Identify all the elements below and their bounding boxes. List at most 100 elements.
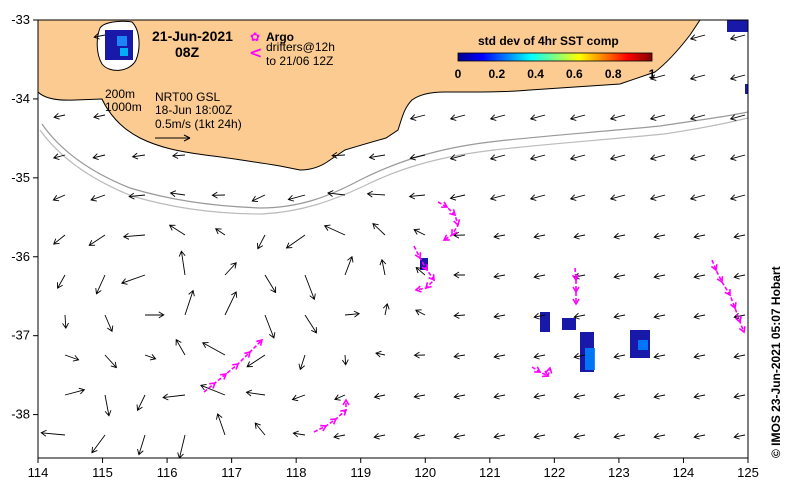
current-vector (201, 342, 226, 356)
y-tick-label: -33 (11, 12, 30, 27)
current-vector (413, 432, 426, 440)
drifter-marker (729, 302, 737, 310)
current-vector (689, 154, 706, 161)
current-vector (533, 312, 546, 320)
current-vector (489, 194, 506, 201)
current-vector (93, 112, 106, 120)
drifter-marker (734, 316, 742, 324)
x-tick-label: 118 (286, 465, 307, 480)
current-vector (216, 413, 226, 436)
current-vector (449, 114, 466, 121)
current-vector (609, 154, 626, 161)
current-vector (64, 387, 86, 396)
x-tick-label: 124 (673, 465, 695, 480)
current-vector (689, 74, 706, 81)
current-vector (533, 272, 546, 280)
current-vector (613, 392, 626, 400)
current-vector (613, 272, 626, 280)
current-vector (653, 352, 666, 360)
map-date: 21-Jun-2021 (152, 28, 233, 44)
current-vector (653, 392, 666, 400)
x-tick-label: 122 (544, 465, 566, 480)
current-vector (304, 274, 316, 301)
argo-label: Argo (266, 30, 294, 44)
x-tick-label: 123 (608, 465, 630, 480)
y-tick-label: -38 (11, 407, 30, 422)
current-vector (56, 274, 66, 289)
current-vector (136, 394, 146, 412)
current-vector (573, 232, 586, 240)
current-vector (493, 272, 506, 280)
current-vector (729, 194, 746, 201)
current-vector (93, 32, 106, 40)
current-vector (653, 312, 666, 320)
x-tick-label: 115 (92, 465, 113, 480)
current-vector (493, 312, 506, 320)
current-vector (693, 352, 706, 360)
drifter-marker (340, 408, 348, 416)
x-axis: 114 115 116 117 118 119 120 121 122 123 124 125 (28, 458, 759, 480)
current-vector (449, 154, 466, 161)
current-vector (569, 194, 586, 201)
current-vectors (40, 32, 746, 458)
current-vector (264, 314, 276, 339)
current-vector (333, 432, 346, 440)
current-vector (341, 354, 349, 366)
current-vector (331, 152, 346, 159)
drifter-marker (449, 209, 457, 217)
drifter-label: drifters@12h (266, 40, 335, 54)
drifter-marker (428, 274, 435, 282)
isobath-200m-label: 200m (105, 87, 135, 101)
drifter-marker (710, 264, 718, 272)
y-tick-label: -35 (11, 170, 30, 185)
current-vector (653, 272, 666, 280)
current-vector (649, 74, 666, 81)
drifter-marker (534, 366, 542, 373)
current-vector (88, 234, 106, 246)
current-vector (613, 312, 626, 320)
x-tick-label: 125 (737, 465, 759, 480)
colorbar-tick-label: 0.8 (605, 67, 622, 81)
current-vector (533, 432, 546, 440)
current-vector (178, 250, 186, 276)
current-vector (383, 303, 390, 316)
drifter-marker (421, 264, 428, 272)
current-vector (693, 312, 706, 320)
current-vector (257, 234, 266, 250)
current-vector (171, 152, 186, 159)
x-tick-label: 116 (157, 465, 178, 480)
current-vector (104, 394, 112, 417)
current-vector (245, 389, 266, 397)
current-vector (40, 429, 66, 437)
current-vector (729, 114, 746, 121)
scale-arrow-head (183, 134, 191, 142)
current-vector (613, 232, 626, 240)
sst-patch (562, 318, 576, 330)
current-vector (689, 114, 706, 121)
current-vector (246, 354, 266, 368)
colorbar-tick-label: 0.2 (488, 67, 505, 81)
x-tick-label: 119 (350, 465, 371, 480)
current-vector (533, 392, 546, 400)
current-vector (493, 232, 506, 240)
colorbar-tick-label: 0.4 (527, 67, 544, 81)
current-vector (334, 394, 346, 401)
current-vector (453, 352, 466, 360)
drifter-marker (451, 229, 458, 237)
current-vector (304, 314, 317, 334)
current-vector (264, 274, 277, 294)
drifter-marker (244, 350, 252, 358)
drifter-marker (320, 424, 328, 432)
current-vector (415, 266, 426, 276)
current-vector (689, 194, 706, 201)
current-vector (292, 430, 306, 438)
current-vector (453, 312, 466, 319)
y-axis: -33 -34 -35 -36 -37 -38 (11, 12, 38, 422)
current-vector (649, 194, 666, 201)
current-vector (375, 350, 386, 358)
current-vector (95, 274, 106, 295)
current-vector (533, 232, 546, 240)
current-vector (609, 114, 626, 121)
current-vector (573, 352, 586, 360)
current-vector (91, 434, 106, 454)
